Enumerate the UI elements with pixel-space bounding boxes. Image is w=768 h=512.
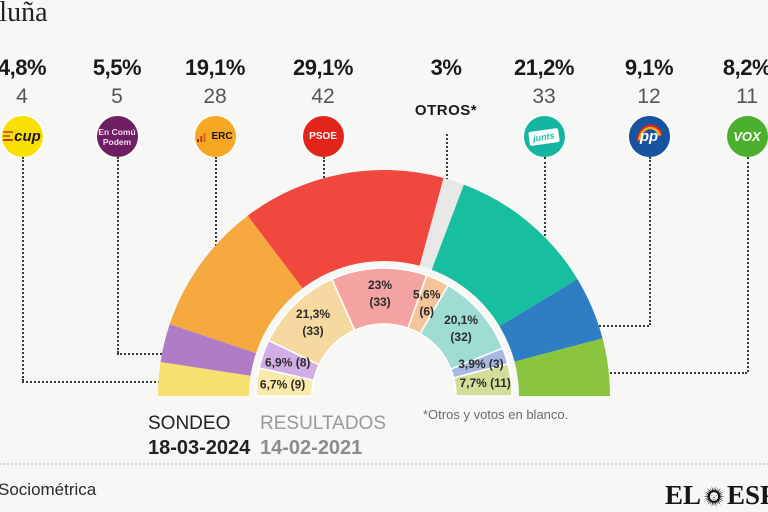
svg-text:6,9% (8): 6,9% (8) bbox=[265, 356, 310, 370]
svg-text:23%: 23% bbox=[368, 278, 392, 292]
svg-text:21,3%: 21,3% bbox=[296, 307, 330, 321]
svg-text:7,7% (11): 7,7% (11) bbox=[460, 376, 511, 390]
svg-text:(33): (33) bbox=[369, 295, 390, 309]
svg-text:3,9% (3): 3,9% (3) bbox=[458, 357, 503, 371]
svg-text:6,7% (9): 6,7% (9) bbox=[260, 378, 305, 392]
svg-text:5,6%: 5,6% bbox=[413, 287, 441, 301]
svg-text:(6): (6) bbox=[419, 304, 434, 318]
svg-text:(33): (33) bbox=[302, 324, 323, 338]
svg-text:20,1%: 20,1% bbox=[444, 313, 478, 327]
svg-text:(32): (32) bbox=[450, 330, 471, 344]
